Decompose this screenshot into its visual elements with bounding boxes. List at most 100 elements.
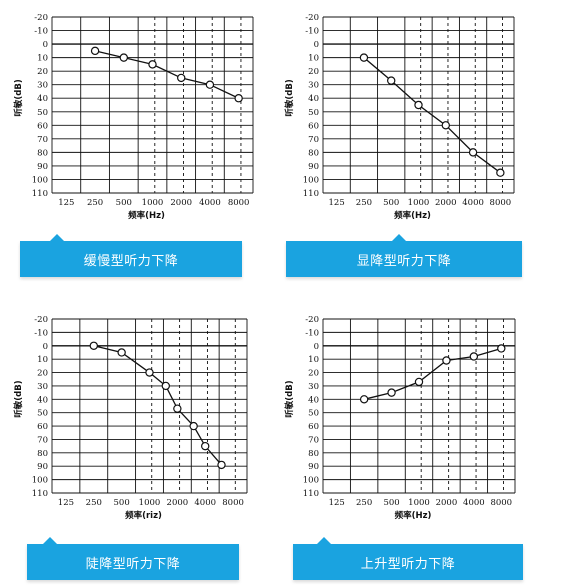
x-tick-label: 8000 (222, 498, 244, 508)
y-tick-label: 30 (308, 382, 319, 392)
x-tick-label: 500 (383, 498, 399, 508)
y-tick-label: 50 (308, 108, 319, 118)
data-point (89, 341, 98, 350)
x-tick-label: 125 (329, 198, 345, 208)
y-tick-label: 70 (37, 435, 48, 445)
data-point (359, 53, 369, 62)
y-tick-label: 100 (32, 175, 48, 185)
x-tick-label: 2000 (167, 498, 189, 508)
banner-label: 上升型听力下降 (360, 556, 456, 572)
y-tick-label: 60 (37, 121, 48, 131)
x-tick-label: 125 (58, 498, 74, 508)
data-point (177, 73, 186, 83)
y-tick-label: 0 (43, 342, 48, 352)
y-tick-label: 90 (308, 462, 319, 472)
series-line (94, 50, 239, 99)
data-point (469, 352, 479, 361)
y-tick-label: 50 (308, 409, 319, 419)
audiogram-panel: -20 -10 0 10 20 30 40 50 60 70 80 90 100 110 125 250 500… (0, 0, 283, 294)
y-tick-label: 70 (37, 135, 48, 145)
y-tick-label: 100 (303, 476, 319, 486)
data-point (387, 388, 396, 397)
data-point (217, 460, 226, 470)
x-tick-label: 250 (356, 198, 372, 208)
x-tick-label: 250 (356, 498, 372, 508)
x-tick-label: 8000 (228, 198, 250, 208)
y-axis-label: 听敏(dB) (13, 380, 24, 417)
data-point (442, 356, 451, 365)
y-tick-label: 70 (308, 135, 319, 145)
x-tick-label: 8000 (490, 498, 512, 508)
x-tick-label: 250 (87, 198, 103, 208)
series-line (363, 347, 502, 400)
y-tick-label: 30 (37, 81, 48, 91)
y-tick-label: 20 (308, 369, 319, 379)
y-tick-label: 20 (37, 67, 48, 77)
x-tick-label: 1000 (139, 498, 161, 508)
y-tick-label: 110 (303, 489, 319, 499)
y-tick-label: -10 (34, 27, 48, 37)
data-point (497, 344, 506, 353)
banner-label: 显降型听力下降 (356, 253, 452, 269)
y-tick-label: 100 (303, 175, 319, 185)
y-tick-label: 70 (308, 435, 319, 445)
data-point (117, 348, 126, 357)
banner-pointer (43, 537, 57, 544)
y-tick-label: 90 (37, 162, 48, 172)
y-tick-label: -20 (34, 315, 48, 325)
chart-banner: 显降型听力下降 (286, 234, 522, 277)
data-point (359, 395, 369, 404)
data-point (148, 60, 157, 69)
chart-svg: -20 -10 0 10 20 30 40 50 60 70 80 90 100 110 125 250 500… (284, 315, 516, 521)
audiogram-panel: -20 -10 0 10 20 30 40 50 60 70 80 90 100 110 125 250 500… (0, 294, 283, 588)
y-tick-label: 10 (37, 355, 48, 365)
data-point (414, 100, 423, 110)
y-tick-label: 40 (308, 395, 319, 405)
y-tick-label: -10 (34, 328, 48, 338)
chart-svg: -20 -10 0 10 20 30 40 50 60 70 80 90 100 110 125 250 500… (284, 13, 515, 221)
y-tick-label: 20 (37, 369, 48, 379)
y-axis-label: 听敏(dB) (284, 79, 295, 116)
x-tick-label: 4000 (462, 198, 484, 208)
x-tick-label: 2000 (435, 198, 457, 208)
y-tick-label: 100 (32, 476, 48, 486)
chart-svg: -20 -10 0 10 20 30 40 50 60 70 80 90 100 110 125 250 500… (13, 13, 254, 221)
chart-banner: 陡降型听力下降 (27, 537, 239, 580)
y-tick-label: 30 (308, 81, 319, 91)
y-tick-label: 60 (308, 121, 319, 131)
x-tick-label: 1000 (142, 198, 164, 208)
banner-label: 陡降型听力下降 (85, 556, 181, 572)
data-point (201, 441, 210, 451)
x-tick-label: 4000 (463, 498, 485, 508)
y-tick-label: 90 (308, 162, 319, 172)
y-tick-label: -10 (305, 328, 319, 338)
x-tick-label: 2000 (436, 498, 458, 508)
x-axis-label: 频率(riz) (125, 510, 162, 521)
y-tick-label: 50 (37, 108, 48, 118)
banner-pointer (50, 234, 64, 241)
y-tick-label: 10 (308, 355, 319, 365)
series-line (363, 57, 501, 174)
x-axis-label: 频率(Hz) (394, 210, 431, 221)
data-point (173, 404, 182, 413)
x-tick-label: 125 (58, 198, 74, 208)
y-tick-label: 50 (37, 409, 48, 419)
y-tick-label: 0 (43, 40, 48, 50)
audiogram-panel: -20 -10 0 10 20 30 40 50 60 70 80 90 100 110 125 250 500… (283, 0, 566, 294)
y-tick-label: -20 (305, 315, 319, 325)
y-tick-label: 80 (37, 148, 48, 158)
x-tick-label: 125 (329, 498, 345, 508)
data-point (468, 148, 478, 157)
y-tick-label: 110 (32, 489, 48, 499)
x-tick-label: 1000 (408, 498, 430, 508)
y-tick-label: 80 (37, 449, 48, 459)
y-tick-label: 0 (314, 342, 319, 352)
data-point (119, 53, 128, 62)
x-tick-label: 500 (116, 198, 132, 208)
audiogram-panel: -20 -10 0 10 20 30 40 50 60 70 80 90 100 110 125 250 500… (283, 294, 566, 588)
data-point (414, 377, 424, 387)
y-tick-label: 10 (308, 54, 319, 64)
y-tick-label: 90 (37, 462, 48, 472)
x-axis-label: 频率(Hz) (395, 510, 432, 521)
y-tick-label: 110 (32, 189, 48, 199)
